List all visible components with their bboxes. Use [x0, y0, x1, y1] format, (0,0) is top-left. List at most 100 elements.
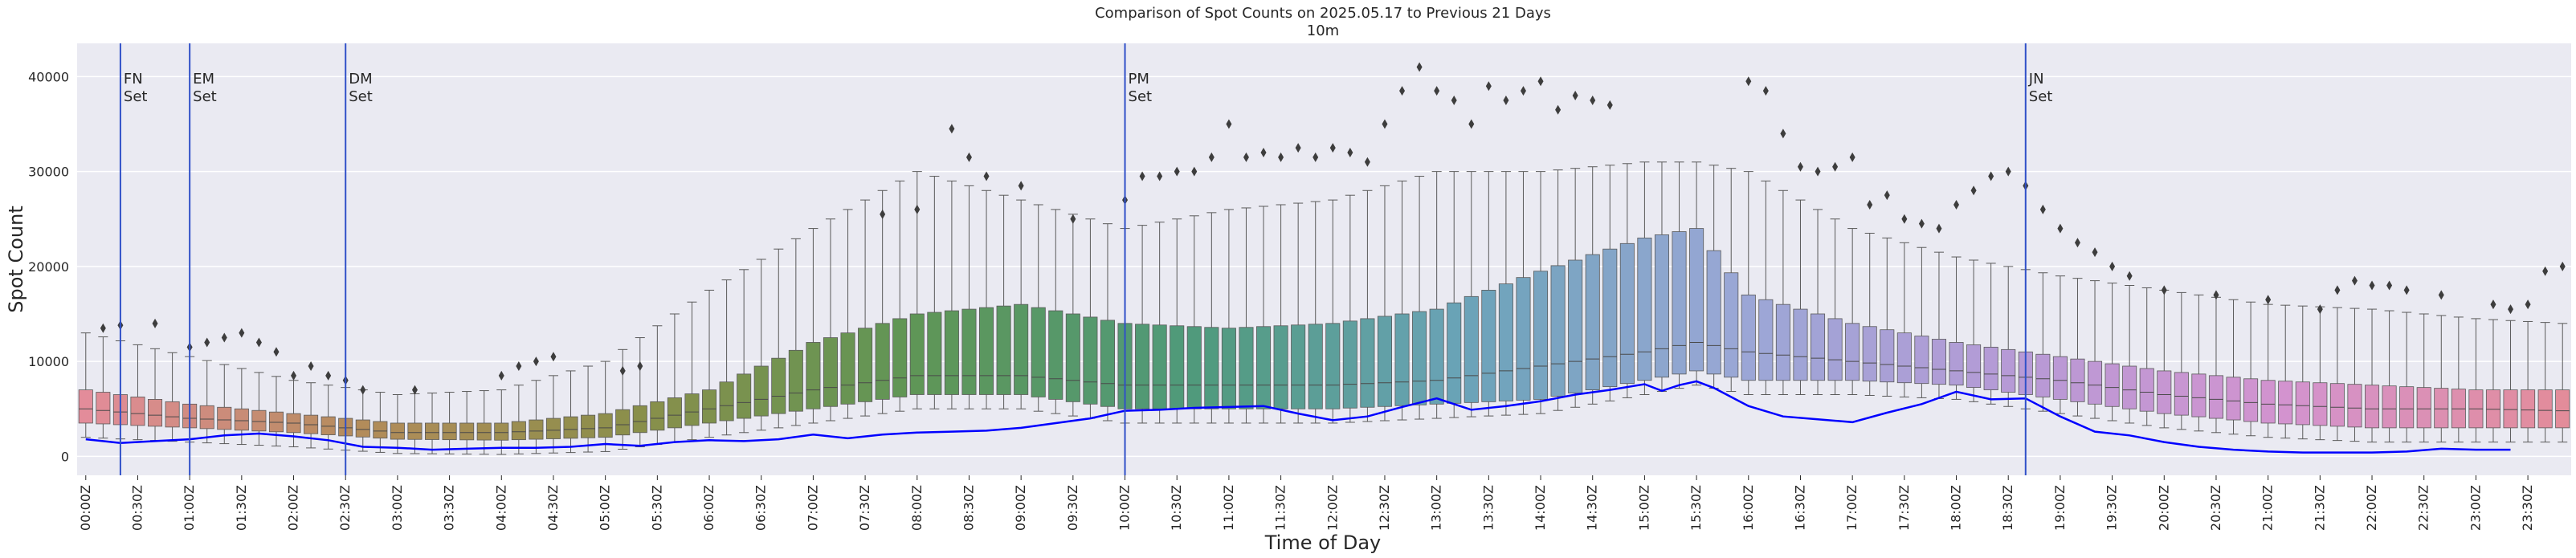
box [1654, 234, 1669, 378]
box [78, 389, 93, 424]
box [667, 397, 682, 429]
box [615, 409, 631, 436]
box [840, 332, 855, 405]
box [199, 405, 214, 430]
box [1221, 328, 1236, 409]
x-tick-label: 09:30Z [1065, 485, 1080, 531]
outlier-point [2508, 304, 2514, 315]
event-label: DM [349, 71, 372, 88]
box [2434, 388, 2449, 429]
box [1256, 326, 1272, 409]
y-tick-label: 40000 [28, 69, 69, 84]
box [1672, 231, 1687, 375]
box [165, 401, 180, 428]
x-tick-label: 14:00Z [1533, 485, 1548, 531]
box [2052, 356, 2068, 400]
outlier-point [965, 152, 972, 162]
box [1827, 318, 1843, 381]
box [1706, 250, 1721, 375]
x-tick-label: 22:00Z [2364, 485, 2379, 531]
event-label: Set [124, 88, 148, 105]
y-tick-label: 10000 [28, 354, 69, 369]
x-tick-label: 23:00Z [2468, 485, 2483, 531]
box [581, 414, 596, 438]
boxes [78, 228, 2570, 441]
box [788, 349, 803, 412]
box [2174, 372, 2189, 416]
outlier-point [2403, 285, 2410, 295]
x-tick-label: 03:00Z [390, 485, 405, 531]
x-tick-label: 06:00Z [701, 485, 716, 531]
event-label: FN [124, 71, 143, 88]
box [2139, 368, 2154, 412]
box [1342, 320, 1357, 409]
outlier-point [1295, 143, 1301, 153]
box [1204, 327, 1219, 409]
box [2278, 381, 2293, 425]
box [425, 422, 440, 440]
x-tick-label: 08:30Z [961, 485, 976, 531]
x-tick-label: 07:30Z [857, 485, 872, 531]
box [892, 318, 908, 397]
outlier-point [1434, 86, 1440, 96]
box [130, 397, 145, 426]
box [979, 307, 994, 395]
x-tick-label: 01:30Z [234, 485, 249, 531]
event-label: PM [1129, 71, 1149, 88]
outlier-point [2074, 238, 2080, 248]
box [148, 399, 163, 427]
x-tick-label: 19:30Z [2104, 485, 2120, 531]
outlier-point [2542, 266, 2549, 276]
outlier-point [1606, 100, 1613, 110]
outlier-point [1157, 171, 1163, 181]
outlier-point [1988, 171, 1994, 181]
box [2070, 358, 2085, 402]
outlier-point [1780, 128, 1786, 139]
box [684, 393, 700, 426]
x-tick-label: 07:00Z [805, 485, 820, 531]
chart-title: Comparison of Spot Counts on 2025.05.17 … [1095, 5, 1551, 22]
outlier-point [949, 124, 955, 134]
box [719, 381, 734, 422]
outlier-point [2317, 304, 2323, 315]
x-tick-label: 18:00Z [1949, 485, 1964, 531]
box [2503, 389, 2518, 429]
x-tick-label: 19:00Z [2052, 485, 2068, 531]
x-tick-label: 10:30Z [1169, 485, 1184, 531]
outlier-point [2334, 285, 2341, 295]
box [1360, 318, 1375, 408]
y-tick-label: 0 [61, 449, 69, 464]
outlier-point [1832, 161, 1839, 172]
outlier-point [2057, 223, 2064, 234]
x-tick-label: 04:00Z [493, 485, 508, 531]
box [1914, 336, 1929, 385]
outlier-point [2213, 290, 2219, 300]
x-tick-label: 02:30Z [337, 485, 353, 531]
outlier-point [637, 361, 643, 372]
box [2555, 389, 2570, 429]
outlier-point [411, 385, 418, 395]
y-tick-labels: 0 10000 20000 30000 40000 [28, 69, 69, 464]
box [753, 365, 769, 417]
box [1793, 308, 1808, 381]
outlier-point [1537, 76, 1544, 87]
x-tick-label: 00:30Z [129, 485, 145, 531]
outlier-point [273, 347, 280, 357]
outlier-point [2161, 285, 2167, 295]
chart-subtitle: 10m [1307, 22, 1339, 39]
box [1239, 327, 1254, 409]
outlier-point [1018, 181, 1024, 191]
box [702, 389, 717, 424]
box [1983, 346, 1998, 390]
box [598, 413, 613, 438]
box [2537, 389, 2553, 429]
box [875, 323, 890, 400]
outlier-point [619, 365, 626, 376]
x-tick-label: 17:00Z [1844, 485, 1860, 531]
box [1412, 311, 1427, 405]
box [944, 310, 959, 395]
box [632, 405, 647, 434]
outlier-point [1762, 86, 1769, 96]
outlier-point [498, 370, 504, 381]
